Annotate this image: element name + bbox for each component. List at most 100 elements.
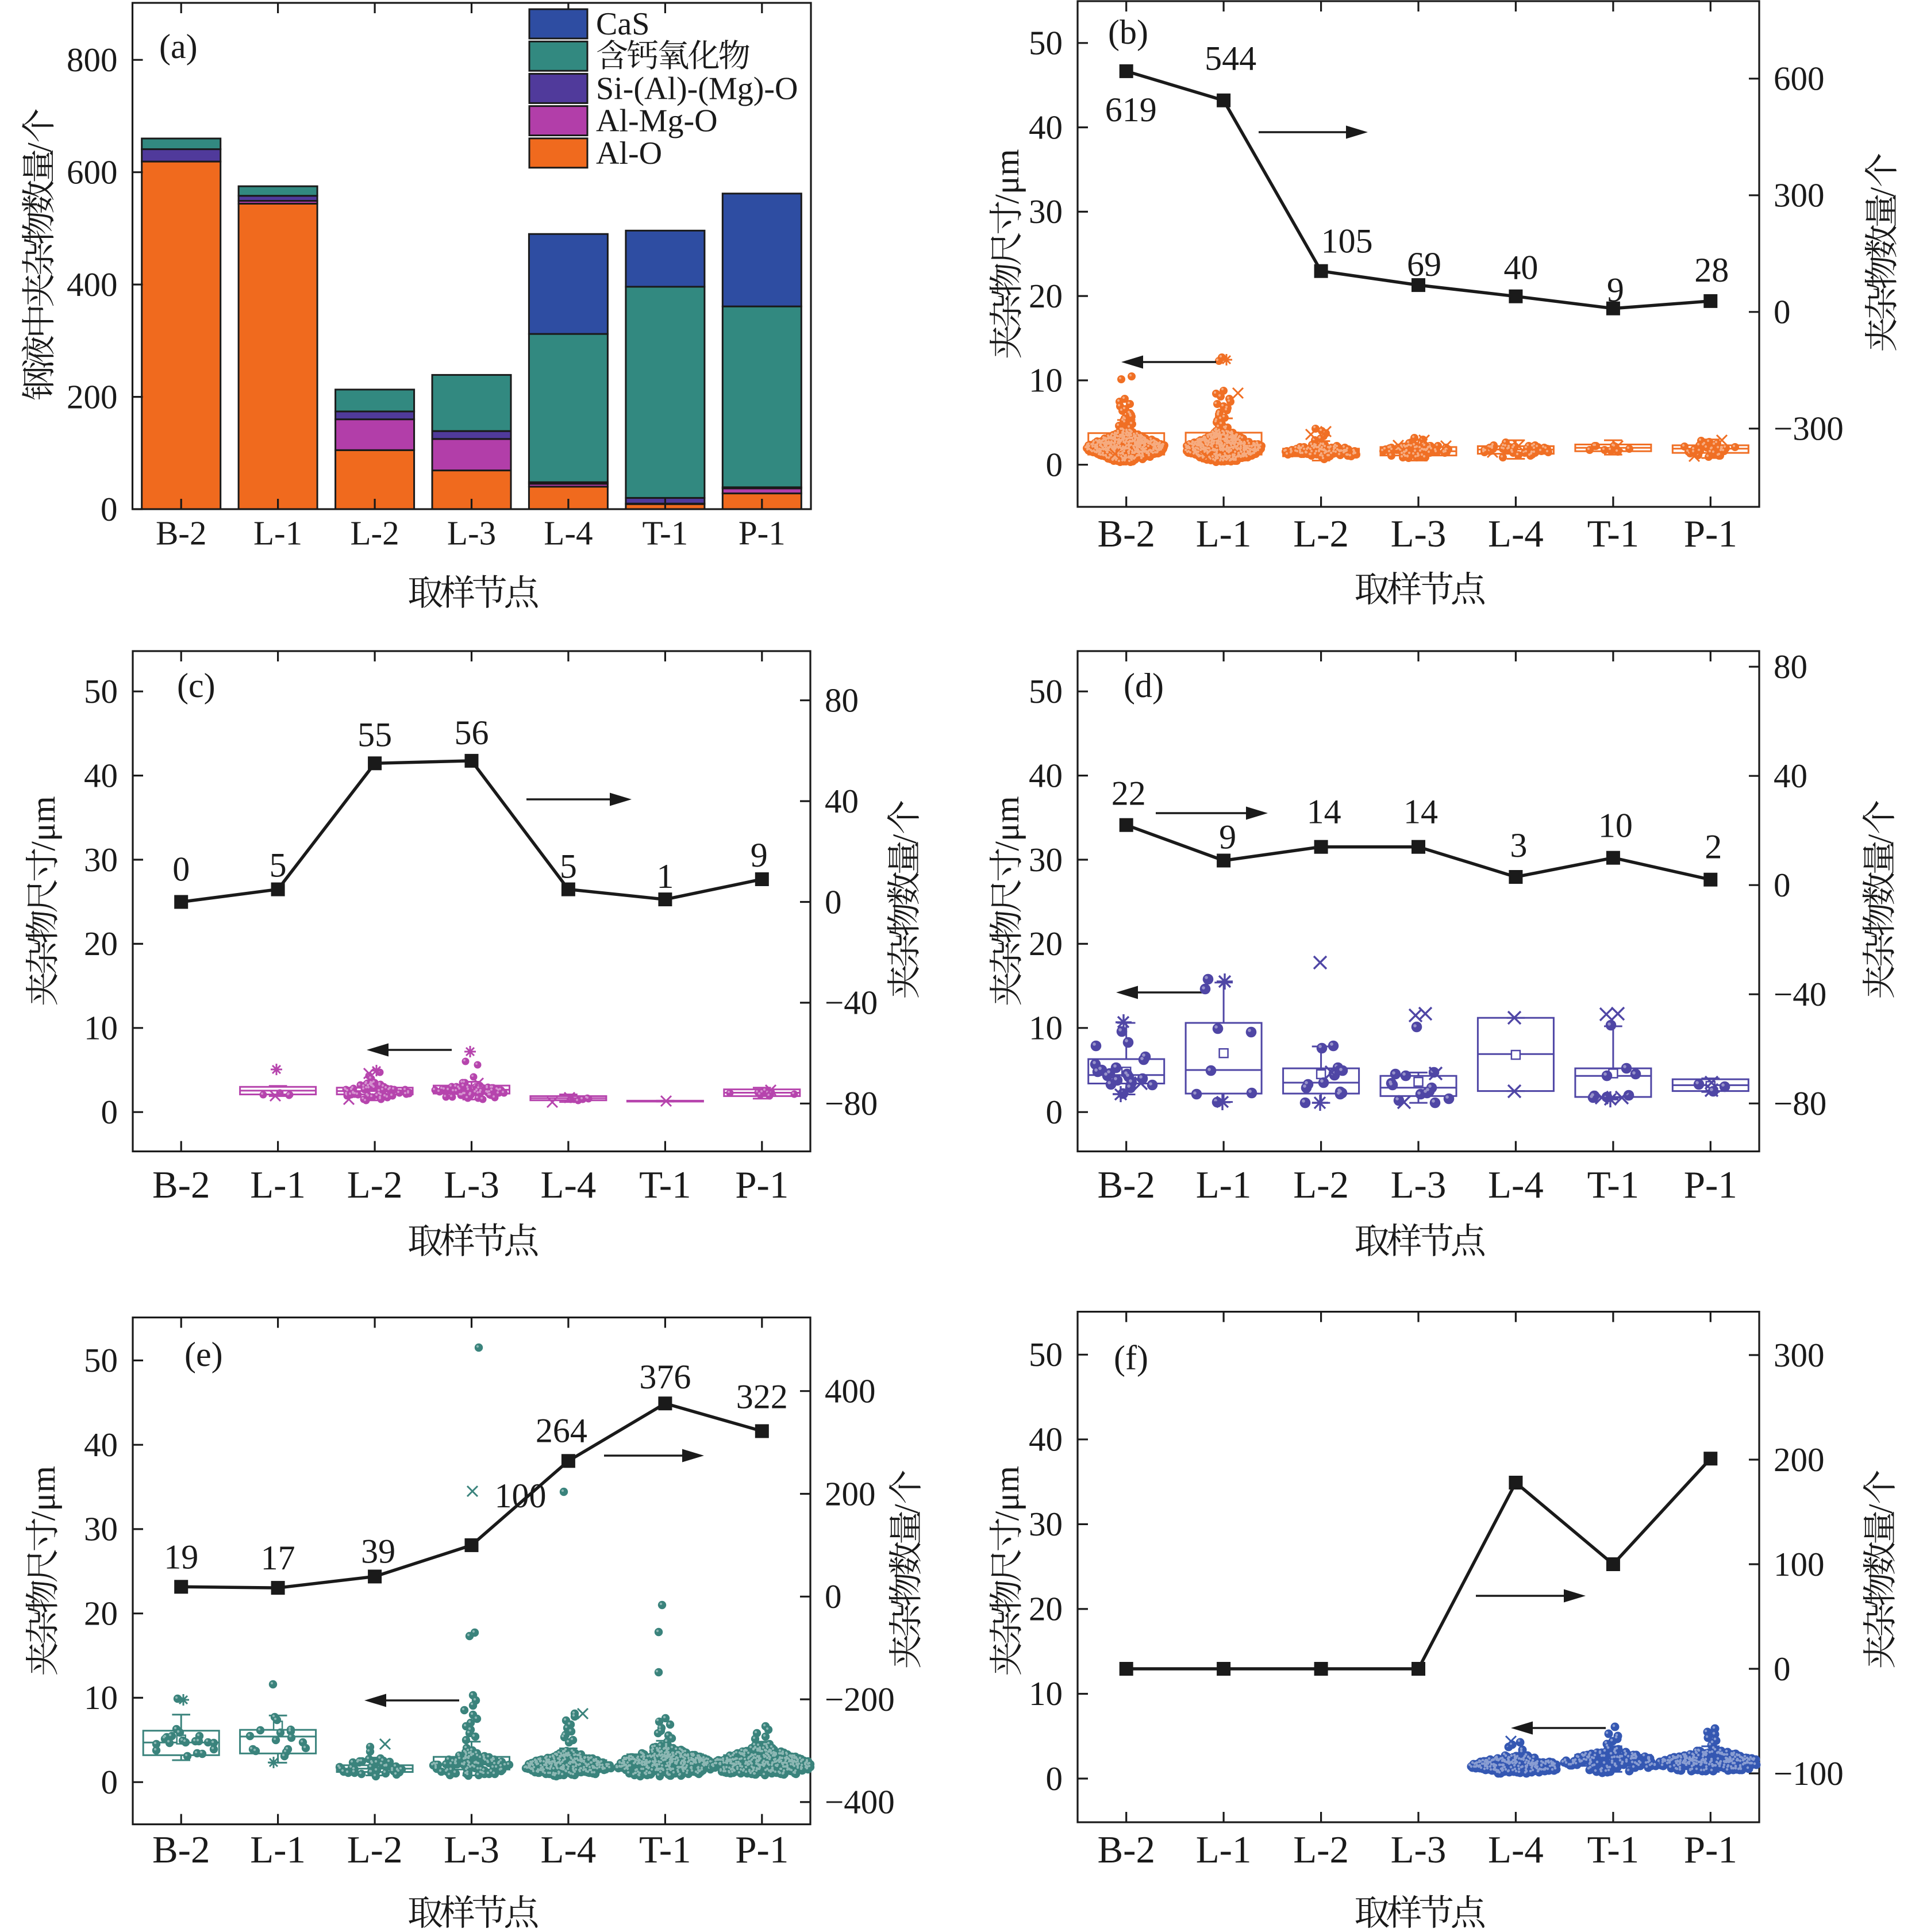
- svg-text:20: 20: [1029, 925, 1063, 963]
- svg-text:200: 200: [825, 1475, 876, 1512]
- svg-text:(b): (b): [1108, 13, 1148, 51]
- svg-text:50: 50: [84, 1341, 118, 1379]
- svg-text:L-1: L-1: [253, 514, 302, 552]
- svg-text:40: 40: [825, 782, 859, 820]
- svg-text:0: 0: [1046, 446, 1063, 484]
- svg-text:3: 3: [1510, 826, 1527, 864]
- svg-text:20: 20: [84, 1594, 118, 1632]
- svg-text:322: 322: [736, 1377, 788, 1415]
- svg-text:L-1: L-1: [250, 1164, 306, 1206]
- svg-text:L-2: L-2: [347, 1164, 403, 1206]
- svg-text:9: 9: [1607, 271, 1624, 309]
- svg-text:10: 10: [1029, 1009, 1063, 1047]
- svg-text:40: 40: [84, 756, 118, 794]
- svg-text:20: 20: [1029, 1590, 1063, 1628]
- svg-text:L-4: L-4: [1488, 513, 1544, 555]
- svg-text:300: 300: [1774, 176, 1825, 214]
- svg-text:L-3: L-3: [447, 514, 496, 552]
- svg-text:22: 22: [1112, 775, 1146, 813]
- svg-text:0: 0: [101, 1093, 118, 1131]
- svg-text:L-4: L-4: [1488, 1829, 1544, 1871]
- svg-text:B-2: B-2: [1097, 1829, 1155, 1871]
- svg-text:−40: −40: [1774, 975, 1826, 1013]
- svg-text:(c): (c): [177, 667, 216, 705]
- svg-text:40: 40: [1503, 249, 1538, 287]
- svg-text:50: 50: [1029, 672, 1063, 710]
- svg-text:100: 100: [1774, 1545, 1825, 1583]
- svg-text:−400: −400: [825, 1783, 895, 1821]
- svg-text:80: 80: [1774, 648, 1807, 686]
- svg-text:P-1: P-1: [735, 1164, 789, 1206]
- svg-text:L-3: L-3: [1391, 1829, 1447, 1871]
- svg-text:0: 0: [101, 490, 118, 528]
- svg-text:L-4: L-4: [541, 1829, 597, 1871]
- svg-text:L-3: L-3: [1391, 1164, 1447, 1206]
- svg-text:50: 50: [84, 672, 118, 710]
- svg-text:L-2: L-2: [1293, 513, 1349, 555]
- svg-text:(f): (f): [1114, 1339, 1148, 1377]
- svg-text:40: 40: [1029, 1421, 1063, 1458]
- svg-text:L-2: L-2: [1293, 1164, 1349, 1206]
- svg-text:2: 2: [1705, 828, 1722, 866]
- svg-text:50: 50: [1029, 1336, 1063, 1373]
- svg-text:50: 50: [1029, 24, 1063, 62]
- svg-text:L-2: L-2: [351, 514, 399, 552]
- svg-text:0: 0: [825, 1577, 842, 1615]
- svg-text:40: 40: [1774, 757, 1807, 795]
- svg-text:L-2: L-2: [1293, 1829, 1349, 1871]
- svg-text:P-1: P-1: [1684, 513, 1737, 555]
- svg-text:0: 0: [1046, 1093, 1063, 1131]
- svg-text:L-4: L-4: [541, 1164, 597, 1206]
- svg-text:L-1: L-1: [250, 1829, 306, 1871]
- svg-text:−40: −40: [825, 984, 878, 1022]
- svg-text:B-2: B-2: [156, 514, 207, 552]
- svg-text:264: 264: [536, 1411, 587, 1449]
- svg-text:200: 200: [1774, 1441, 1825, 1479]
- svg-text:619: 619: [1105, 91, 1157, 129]
- svg-text:10: 10: [1598, 807, 1633, 845]
- svg-text:0: 0: [172, 850, 190, 888]
- svg-text:0: 0: [1774, 1650, 1791, 1688]
- svg-text:30: 30: [84, 1510, 118, 1548]
- svg-text:L-1: L-1: [1196, 1829, 1252, 1871]
- svg-text:14: 14: [1403, 793, 1438, 831]
- svg-text:20: 20: [84, 925, 118, 963]
- svg-text:10: 10: [1029, 361, 1063, 399]
- svg-text:CaS: CaS: [596, 6, 649, 42]
- svg-text:55: 55: [357, 715, 392, 753]
- svg-text:B-2: B-2: [152, 1164, 210, 1206]
- svg-text:L-2: L-2: [347, 1829, 403, 1871]
- svg-text:400: 400: [825, 1372, 876, 1410]
- svg-text:−300: −300: [1774, 410, 1844, 448]
- svg-text:L-3: L-3: [444, 1164, 499, 1206]
- svg-text:T-1: T-1: [643, 514, 689, 552]
- svg-text:30: 30: [84, 841, 118, 879]
- svg-text:Al-Mg-O: Al-Mg-O: [596, 103, 718, 139]
- svg-text:400: 400: [67, 265, 118, 303]
- svg-text:10: 10: [84, 1679, 118, 1717]
- svg-text:376: 376: [639, 1358, 691, 1396]
- svg-text:0: 0: [1046, 1760, 1063, 1798]
- svg-text:T-1: T-1: [1587, 1164, 1640, 1206]
- svg-text:0: 0: [101, 1763, 118, 1801]
- svg-text:105: 105: [1321, 222, 1373, 260]
- svg-text:600: 600: [67, 153, 118, 191]
- svg-text:B-2: B-2: [152, 1829, 210, 1871]
- svg-text:L-4: L-4: [544, 514, 593, 552]
- svg-text:0: 0: [825, 883, 842, 921]
- svg-text:56: 56: [455, 714, 489, 752]
- svg-text:17: 17: [261, 1539, 295, 1577]
- svg-text:800: 800: [67, 41, 118, 79]
- svg-text:T-1: T-1: [639, 1829, 691, 1871]
- svg-text:L-1: L-1: [1196, 513, 1252, 555]
- svg-text:9: 9: [751, 836, 768, 874]
- svg-text:−200: −200: [825, 1680, 895, 1718]
- svg-text:544: 544: [1205, 40, 1256, 78]
- svg-text:5: 5: [270, 846, 287, 884]
- svg-text:20: 20: [1029, 277, 1063, 315]
- svg-text:9: 9: [1219, 818, 1236, 856]
- svg-text:40: 40: [1029, 756, 1063, 794]
- svg-text:30: 30: [1029, 193, 1063, 230]
- svg-text:5: 5: [560, 848, 577, 886]
- svg-text:Al-O: Al-O: [596, 136, 662, 171]
